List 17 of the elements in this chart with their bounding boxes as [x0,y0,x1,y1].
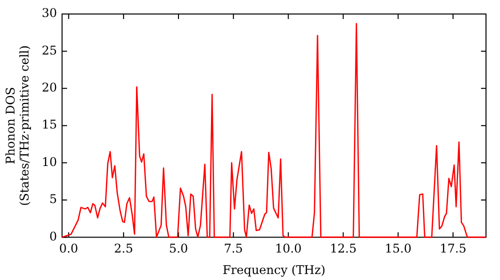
x-tick-label: 5.0 [168,242,188,256]
y-tick-label: 20 [42,80,58,95]
x-tick-label: 0.0 [59,242,78,256]
x-tick-label: 12.5 [330,242,357,256]
y-tick-label: 30 [42,6,58,20]
y-tick-label: 0 [49,229,58,244]
x-tick-label: 17.5 [440,242,466,256]
x-axis-title: Frequency (THz) [222,262,326,277]
y-tick-label: 5 [49,192,58,206]
y-tick-label: 25 [42,43,58,58]
x-tick-label: 15.0 [384,242,412,256]
x-tick-label: 2.5 [114,242,134,256]
y-tick-label: 15 [42,118,58,132]
x-tick-label: 10.0 [274,242,302,256]
y-tick-label: 10 [42,154,58,169]
x-tick-label: 7.5 [224,242,243,256]
y-axis-title: Phonon DOS (States/THz·primitive cell) [3,45,32,206]
